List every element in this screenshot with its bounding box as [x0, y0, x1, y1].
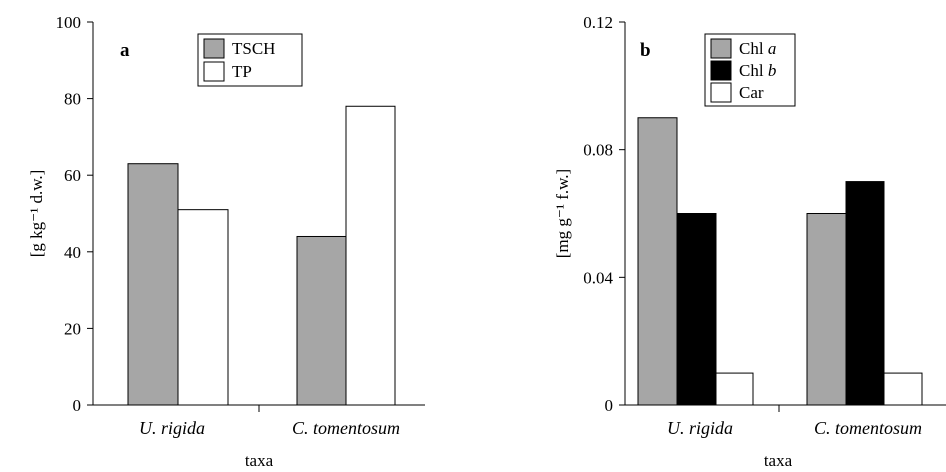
- legend-swatch: [203, 61, 225, 82]
- y-tick-label: 0.08: [583, 141, 613, 160]
- y-tick-label: 0.04: [583, 268, 613, 287]
- bar-car: [715, 372, 754, 406]
- legend-label: Car: [739, 83, 764, 102]
- legend-label: TP: [232, 62, 252, 81]
- y-tick-label: 0: [73, 396, 82, 415]
- bar-tsch: [296, 235, 347, 406]
- legend-label: Chl a: [739, 39, 776, 58]
- bar-chl-b: [676, 213, 717, 406]
- category-label: U. rigida: [139, 418, 205, 438]
- y-tick-label: 60: [64, 166, 81, 185]
- bar-tp: [177, 209, 229, 406]
- category-label: U. rigida: [667, 418, 733, 438]
- chart-panel-b: 0 0.04 0.08 0.12 U. rigida C. tomentosum taxa […: [553, 13, 946, 470]
- legend-swatch: [710, 60, 732, 81]
- x-axis-title: taxa: [245, 451, 274, 470]
- y-axis-title: [g kg⁻¹ d.w.]: [27, 170, 46, 258]
- panel-label: a: [120, 40, 130, 61]
- y-tick-label: 20: [64, 319, 81, 338]
- legend-swatch: [710, 38, 732, 59]
- y-tick-label: 80: [64, 90, 81, 109]
- y-axis-title: [mg g⁻¹ f.w.]: [553, 169, 572, 258]
- legend-swatch: [710, 82, 732, 103]
- panel-label: b: [640, 40, 651, 61]
- y-tick-label: 40: [64, 243, 81, 262]
- chart-panel-a: 0 20 40 60 80 100 U. rigida C. tomentosum taxa [g…: [27, 13, 425, 470]
- bar-tp: [345, 105, 396, 406]
- category-label: C. tomentosum: [814, 418, 922, 438]
- bar-tsch: [127, 163, 179, 406]
- legend-swatch: [203, 38, 225, 59]
- bar-chl-a: [806, 213, 847, 406]
- y-tick-label: 0.12: [583, 13, 613, 32]
- legend-label: Chl b: [739, 61, 776, 80]
- bar-chl-a: [637, 117, 678, 406]
- category-label: C. tomentosum: [292, 418, 400, 438]
- legend-label: TSCH: [232, 39, 275, 58]
- bar-car: [883, 372, 923, 406]
- y-tick-label: 0: [605, 396, 614, 415]
- y-tick-label: 100: [56, 13, 82, 32]
- bar-chl-b: [845, 181, 885, 406]
- x-axis-title: taxa: [764, 451, 793, 470]
